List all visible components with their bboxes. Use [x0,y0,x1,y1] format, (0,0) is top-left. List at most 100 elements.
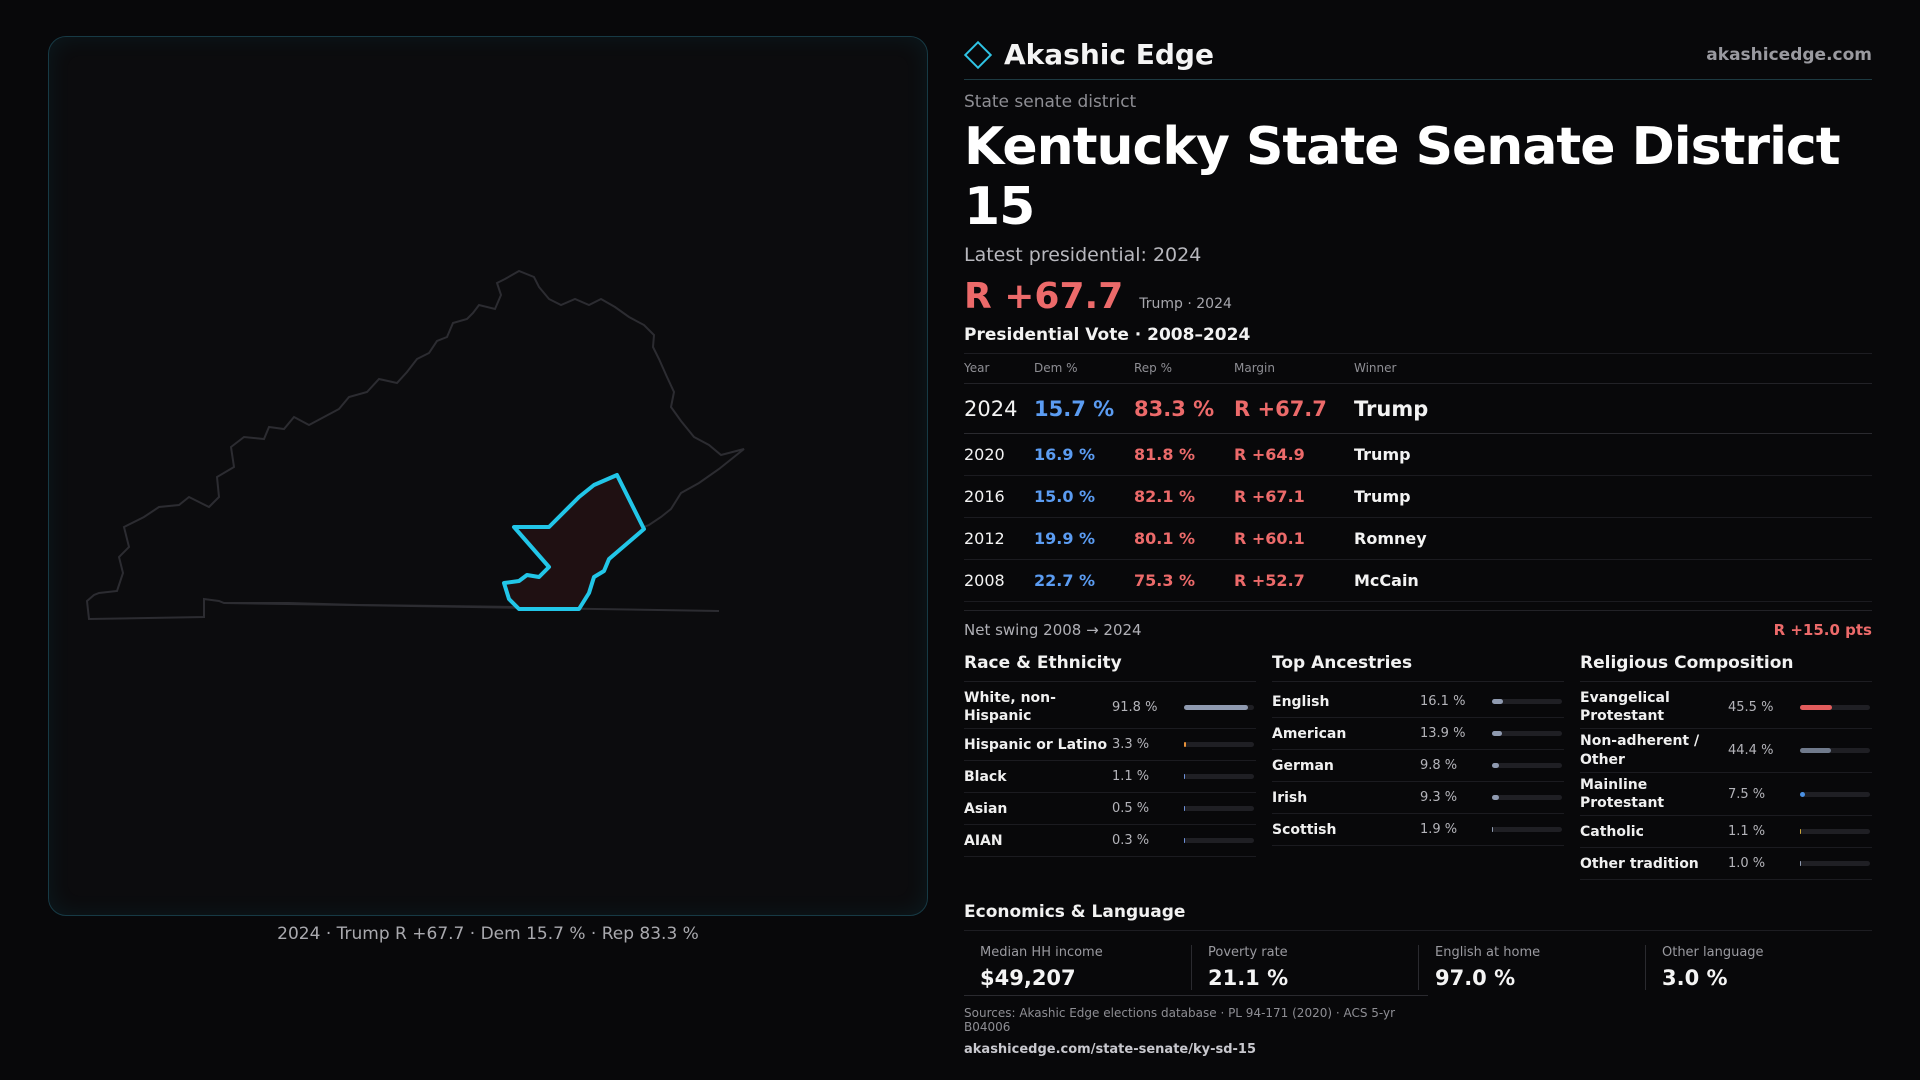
rep-cell: 75.3 % [1134,559,1234,603]
stat-bar [1184,742,1254,748]
stat-row: Irish 9.3 % [1272,782,1564,815]
demographics: Race & Ethnicity White, non-Hispanic 91.8… [964,653,1872,881]
stat-bar [1492,827,1562,833]
table-row[interactable]: 2020 16.9 % 81.8 % R +64.9 Trump [964,433,1872,477]
map-caption: 2024 · Trump R +67.7 · Dem 15.7 % · Rep … [277,924,699,944]
stat-row: German 9.8 % [1272,750,1564,783]
econ-label: Other language [1661,945,1764,961]
race-ethnicity-title: Race & Ethnicity [964,653,1256,683]
econ-stat: Poverty rate 21.1 % [1190,945,1418,991]
col-rep-header: Rep % [1134,353,1234,385]
stat-label: Mainline Protestant [1580,776,1665,812]
rep-cell: 81.8 % [1134,433,1234,477]
stat-label: Catholic [1580,823,1644,840]
stat-row: American 13.9 % [1272,718,1564,751]
margin-cell: R +64.9 [1234,433,1354,477]
stat-bar-fill [1800,829,1802,835]
latest-presidential-label: Latest presidential: 2024 [964,243,1202,266]
sources-line: Sources: Akashic Edge elections database… [964,1006,1396,1034]
header: Akashic Edge akashicedge.com [963,30,1872,80]
stat-row: Other tradition 1.0 % [1580,848,1872,881]
economics-title: Economics & Language [964,902,1872,932]
stat-label: German [1272,757,1334,774]
stat-bar [1492,763,1562,769]
stat-label: Asian [964,800,1008,817]
stat-label: Hispanic or Latino [964,736,1108,753]
table-row[interactable]: 2016 15.0 % 82.1 % R +67.1 Trump [964,475,1872,519]
stat-row: Black 1.1 % [964,761,1256,794]
margin-summary: R +67.7 Trump · 2024 [964,276,1872,317]
dem-cell: 19.9 % [1034,517,1134,561]
race-ethnicity-section: Race & Ethnicity White, non-Hispanic 91.8… [964,653,1256,880]
col-dem-header: Dem % [1034,353,1134,385]
margin-cell: R +67.1 [1234,475,1354,519]
stat-bar-fill [1492,795,1499,801]
col-winner-header: Winner [1354,353,1872,385]
stat-bar [1492,795,1562,801]
site-url-link[interactable]: akashicedge.com [1706,44,1872,65]
stat-label: Non-adherent / Other [1580,733,1700,768]
sources-url-link[interactable]: akashicedge.com/state-senate/ky-sd-15 [964,1042,1257,1057]
stat-row: English 16.1 % [1272,686,1564,719]
page-title: Kentucky State Senate District 15 [964,117,1841,237]
stat-row: Hispanic or Latino 3.3 % [964,729,1256,762]
col-margin-header: Margin [1234,353,1354,385]
stat-bar [1800,748,1870,754]
net-swing: Net swing 2008 → 2024 R +15.0 pts [964,610,1872,639]
econ-value: 21.1 % [1207,966,1289,991]
stat-value: 1.1 % [1112,769,1150,785]
brand[interactable]: Akashic Edge [963,38,1214,71]
table-row[interactable]: 2024 15.7 % 83.3 % R +67.7 Trump [964,383,1872,435]
stat-label: American [1272,725,1347,742]
stat-bar [1492,699,1562,705]
state-outline [85,269,745,621]
stat-bar [1800,861,1870,867]
econ-value: $49,207 [980,966,1076,991]
stat-value: 16.1 % [1420,694,1466,710]
info-panel: Akashic Edge akashicedge.com State senat… [963,30,1872,991]
stat-value: 9.3 % [1420,790,1458,806]
margin-subtitle: Trump · 2024 [1139,295,1232,312]
table-row[interactable]: 2008 22.7 % 75.3 % R +52.7 McCain [964,559,1872,603]
stat-row: Scottish 1.9 % [1272,814,1564,847]
stat-row: Asian 0.5 % [964,793,1256,826]
map-panel[interactable] [48,36,928,916]
stat-label: White, non-Hispanic [964,690,1056,725]
year-cell: 2016 [964,475,1034,519]
dem-cell: 16.9 % [1034,433,1134,477]
stat-bar-fill [1492,763,1499,769]
winner-cell: Trump [1354,383,1872,435]
sources: Sources: Akashic Edge elections database… [964,995,1428,1057]
stat-bar-fill [1184,742,1187,748]
stat-value: 45.5 % [1728,699,1774,715]
stat-value: 9.8 % [1420,758,1458,774]
econ-value: 3.0 % [1661,966,1728,991]
stat-value: 1.9 % [1420,822,1458,838]
stat-bar [1184,774,1254,780]
econ-stat: English at home 97.0 % [1417,945,1645,991]
net-swing-value: R +15.0 pts [1773,621,1872,640]
kentucky-map[interactable] [49,37,929,917]
stat-bar-fill [1492,731,1502,737]
stat-row: Evangelical Protestant 45.5 % [1580,686,1872,730]
stat-row: Mainline Protestant 7.5 % [1580,773,1872,817]
stat-value: 0.5 % [1112,801,1150,817]
stat-label: Scottish [1272,821,1337,838]
district-15-shape[interactable] [502,473,646,611]
stat-row: Non-adherent / Other 44.4 % [1580,729,1872,773]
stat-label: Evangelical Protestant [1580,690,1670,725]
econ-stat: Other language 3.0 % [1644,945,1872,991]
stat-value: 91.8 % [1112,699,1158,715]
winner-cell: Trump [1354,475,1872,519]
ancestries-section: Top Ancestries English 16.1 % American 13.… [1272,653,1564,880]
table-row[interactable]: 2012 19.9 % 80.1 % R +60.1 Romney [964,517,1872,561]
diamond-icon [963,40,993,69]
presidential-vote-table: Year Dem % Rep % Margin Winner 2024 15.7… [964,353,1872,603]
state-border-line [223,602,720,612]
stat-bar-fill [1492,827,1494,833]
stat-bar-fill [1184,806,1186,812]
stat-label: English [1272,693,1330,710]
year-cell: 2012 [964,517,1034,561]
stat-bar [1800,791,1870,797]
